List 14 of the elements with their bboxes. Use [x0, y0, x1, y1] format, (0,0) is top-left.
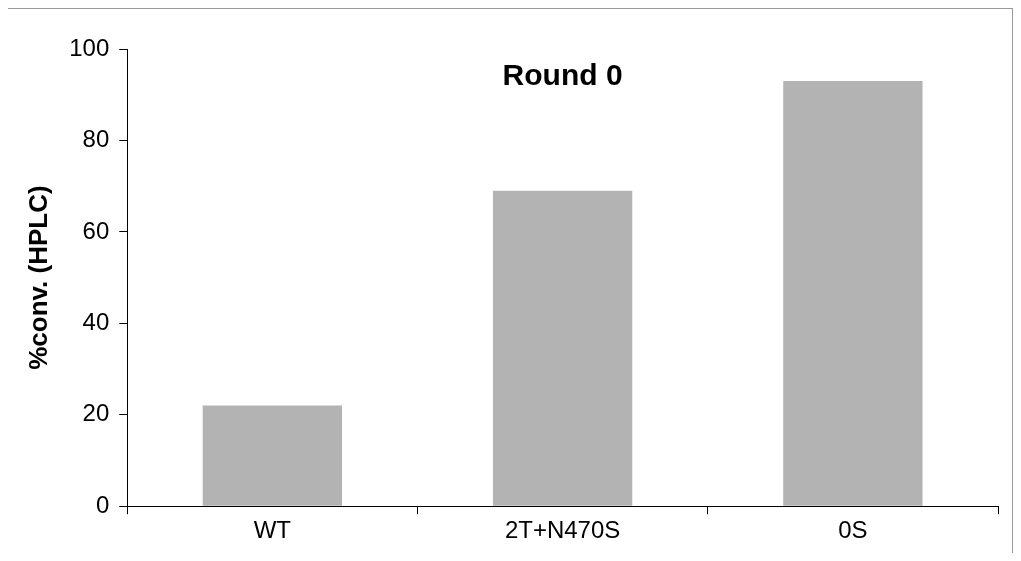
- bar: [202, 405, 343, 506]
- y-tick-label: 60: [82, 216, 110, 244]
- chart-title: Round 0: [502, 58, 623, 92]
- bar: [783, 81, 923, 506]
- x-tick-label: 0S: [838, 516, 868, 544]
- y-tick-label: 40: [82, 307, 110, 335]
- x-tick-label: WT: [253, 516, 292, 544]
- y-tick-label: 80: [82, 125, 110, 153]
- bar: [492, 190, 633, 506]
- y-tick-label: 100: [69, 33, 110, 61]
- y-tick-label: 0: [95, 490, 110, 518]
- y-tick-label: 20: [82, 399, 110, 427]
- y-axis-title: %conv. (HPLC): [22, 185, 53, 370]
- x-tick-label: 2T+N470S: [504, 516, 621, 544]
